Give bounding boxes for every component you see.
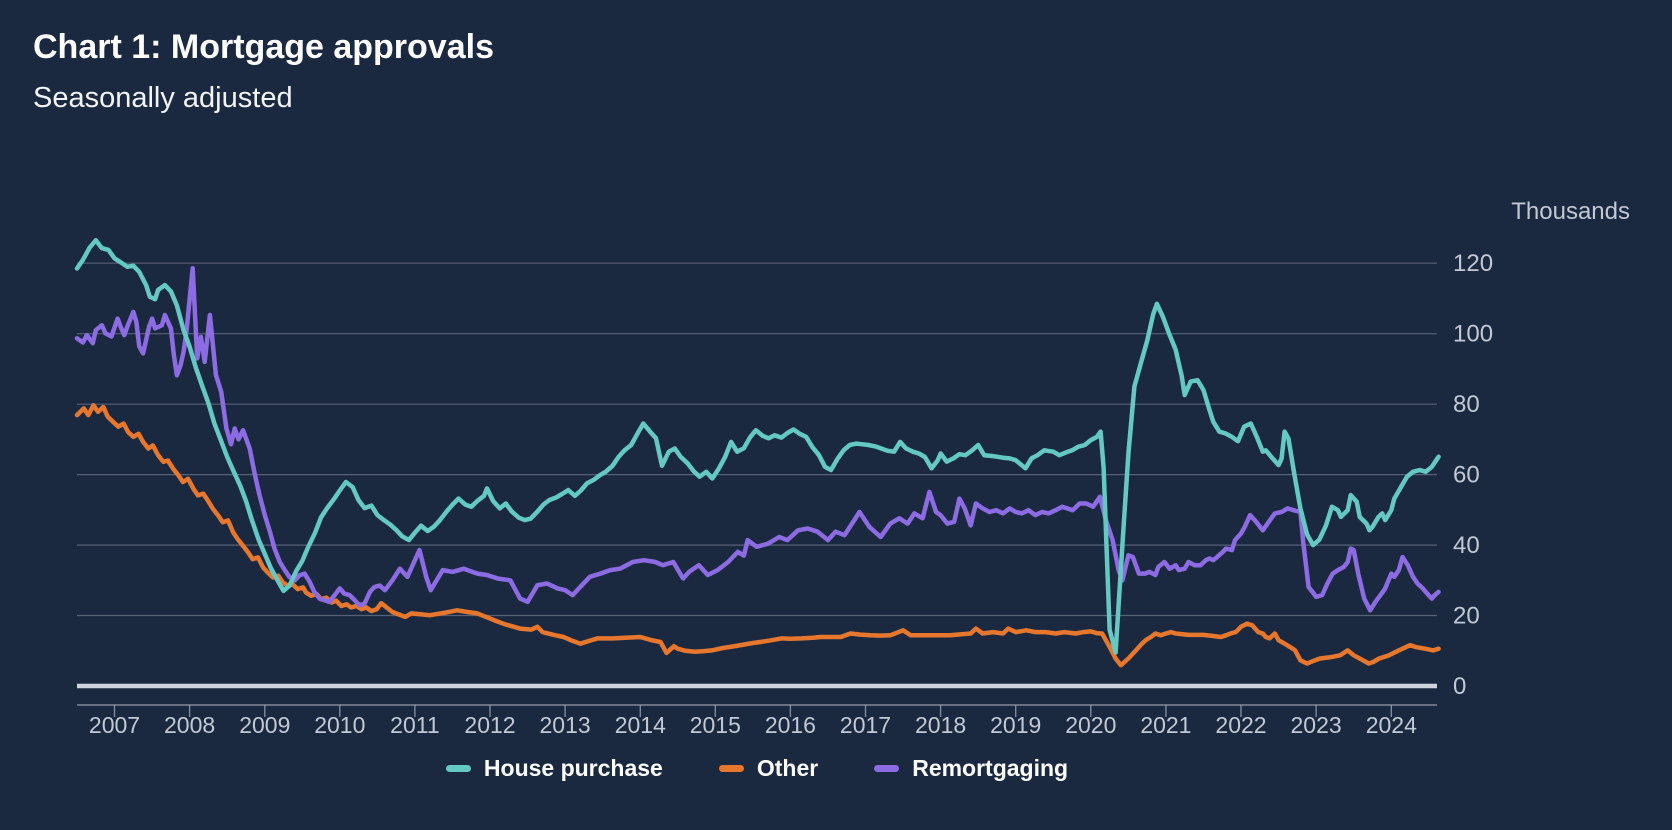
x-tick-label-2019: 2019: [990, 712, 1041, 738]
legend-item-remortgaging[interactable]: Remortgaging: [874, 755, 1068, 782]
y-tick-label-100: 100: [1453, 321, 1493, 348]
x-tick-label-2008: 2008: [164, 712, 215, 738]
chart-title: Chart 1: Mortgage approvals: [33, 28, 494, 66]
legend-marker-other: [718, 765, 744, 772]
x-tick-label-2007: 2007: [89, 712, 140, 738]
y-axis-unit-label: Thousands: [1511, 198, 1630, 225]
x-tick-label-2020: 2020: [1065, 712, 1116, 738]
x-tick-label-2009: 2009: [239, 712, 290, 738]
chart-subtitle: Seasonally adjusted: [33, 82, 293, 114]
legend-label-remortgaging: Remortgaging: [912, 755, 1069, 781]
x-tick-label-2015: 2015: [690, 712, 741, 738]
legend-item-house-purchase[interactable]: House purchase: [445, 755, 663, 782]
y-tick-label-40: 40: [1453, 532, 1480, 559]
x-tick-label-2022: 2022: [1215, 712, 1266, 738]
legend-marker-house-purchase: [445, 765, 471, 772]
x-tick-label-2017: 2017: [840, 712, 891, 738]
legend-label-other: Other: [756, 755, 819, 781]
legend-item-other[interactable]: Other: [718, 755, 819, 782]
x-tick-label-2011: 2011: [390, 712, 439, 738]
series-line-other[interactable]: [74, 402, 1441, 668]
y-tick-label-20: 20: [1453, 603, 1480, 630]
x-tick-label-2023: 2023: [1291, 712, 1342, 738]
series-line-remortgaging[interactable]: [74, 265, 1441, 613]
x-tick-label-2016: 2016: [765, 712, 816, 738]
x-tick-label-2010: 2010: [314, 712, 365, 738]
x-tick-label-2013: 2013: [540, 712, 591, 738]
legend-marker-remortgaging: [874, 765, 900, 772]
y-tick-label-60: 60: [1453, 462, 1480, 489]
legend: House purchase Other Remortgaging: [77, 755, 1437, 782]
x-tick-label-2012: 2012: [464, 712, 515, 738]
y-tick-label-80: 80: [1453, 391, 1480, 418]
x-tick-label-2021: 2021: [1140, 712, 1191, 738]
y-tick-label-0: 0: [1453, 673, 1466, 700]
series-line-house-purchase[interactable]: [74, 238, 1441, 655]
x-tick-label-2014: 2014: [615, 712, 666, 738]
x-tick-label-2018: 2018: [915, 712, 966, 738]
x-tick-label-2024: 2024: [1366, 712, 1417, 738]
legend-label-house-purchase: House purchase: [483, 755, 663, 781]
y-tick-label-120: 120: [1453, 250, 1493, 277]
